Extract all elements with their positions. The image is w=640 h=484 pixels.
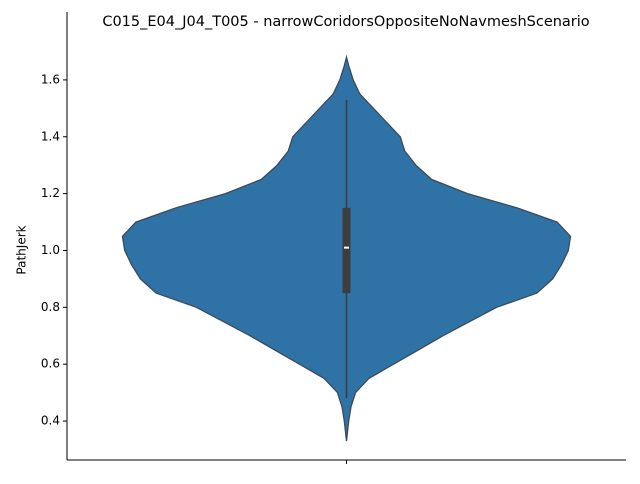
chart-title: C015_E04_J04_T005 - narrowCoridorsOpposi…: [102, 14, 589, 30]
y-tick-label: 0.8: [41, 300, 60, 314]
y-tick-label: 1.2: [41, 186, 60, 200]
y-tick-label: 0.4: [41, 414, 60, 428]
y-tick-label: 1.4: [41, 129, 60, 143]
y-axis-label: PathJerk: [15, 225, 29, 274]
y-tick-label: 1.6: [41, 72, 60, 86]
y-tick-label: 0.6: [41, 357, 60, 371]
box: [342, 207, 351, 294]
y-tick-label: 1.0: [41, 243, 60, 257]
